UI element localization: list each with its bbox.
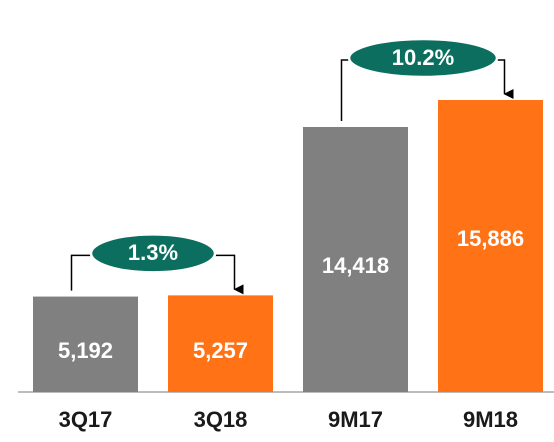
bar [438,100,543,392]
annotation: 1.3% [128,240,178,265]
annotation: 10.2% [392,45,454,70]
x-tick-label: 9M18 [463,407,518,432]
annotation-badge [347,37,499,79]
x-tick-label: 3Q17 [59,407,113,432]
bar [33,296,138,392]
value-label: 5,192 [58,338,113,363]
value-label: 14,418 [322,253,389,278]
x-tick-label: 9M17 [328,407,383,432]
annotation-badge [89,233,217,274]
bar [303,126,408,393]
x-tick-label: 3Q18 [194,407,248,432]
value-label: 15,886 [457,226,524,251]
bar [168,295,273,392]
value-label: 5,257 [193,338,248,363]
